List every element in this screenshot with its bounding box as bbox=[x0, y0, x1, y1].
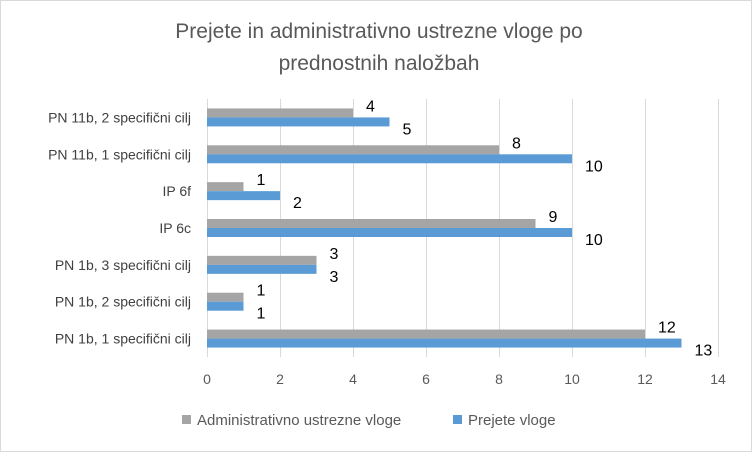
category-label: PN 11b, 2 specifični cilj bbox=[48, 109, 191, 125]
bar-administrativno-ustrezne bbox=[207, 255, 317, 265]
bar-prejete bbox=[207, 338, 682, 348]
data-label: 5 bbox=[403, 121, 412, 138]
x-tick-label: 2 bbox=[276, 371, 284, 387]
data-label: 10 bbox=[585, 158, 603, 175]
data-label: 3 bbox=[330, 246, 339, 263]
bar-administrativno-ustrezne bbox=[207, 182, 244, 192]
data-label: 12 bbox=[658, 320, 676, 337]
bar-prejete bbox=[207, 117, 390, 127]
bar-administrativno-ustrezne bbox=[207, 108, 353, 118]
data-label: 13 bbox=[695, 343, 713, 360]
x-tick-label: 0 bbox=[203, 371, 211, 387]
bar-administrativno-ustrezne bbox=[207, 292, 244, 302]
x-tick-label: 8 bbox=[495, 371, 503, 387]
category-label: PN 1b, 3 specifični cilj bbox=[55, 257, 191, 273]
chart-title-line-1: Prejete in administrativno ustrezne vlog… bbox=[175, 20, 582, 43]
bar-prejete bbox=[207, 228, 572, 237]
data-label: 2 bbox=[293, 195, 302, 212]
bar-administrativno-ustrezne bbox=[207, 145, 499, 155]
legend-swatch bbox=[453, 415, 462, 424]
data-label: 8 bbox=[512, 135, 521, 152]
x-tick-label: 10 bbox=[564, 371, 580, 387]
bar-administrativno-ustrezne bbox=[207, 219, 536, 228]
data-label: 10 bbox=[585, 232, 603, 249]
data-label: 9 bbox=[549, 209, 558, 226]
bar-prejete bbox=[207, 191, 280, 201]
category-label: PN 11b, 1 specifični cilj bbox=[48, 146, 191, 162]
x-tick-label: 12 bbox=[637, 371, 653, 387]
category-label: IP 6c bbox=[159, 220, 191, 236]
bar-prejete bbox=[207, 154, 572, 164]
data-label: 1 bbox=[257, 306, 266, 323]
x-tick-label: 4 bbox=[349, 371, 357, 387]
bar-prejete bbox=[207, 301, 244, 311]
legend-label: Prejete vloge bbox=[468, 412, 556, 429]
legend-label: Administrativno ustrezne vloge bbox=[197, 412, 401, 429]
legend-swatch bbox=[182, 415, 191, 424]
data-label: 4 bbox=[366, 98, 375, 115]
category-label: PN 1b, 2 specifični cilj bbox=[55, 294, 191, 310]
bar-administrativno-ustrezne bbox=[207, 329, 645, 339]
data-label: 1 bbox=[257, 172, 266, 189]
chart-title-line-2: prednostnih naložbah bbox=[279, 52, 480, 75]
data-label: 3 bbox=[330, 269, 339, 286]
x-tick-label: 14 bbox=[710, 371, 726, 387]
x-tick-label: 6 bbox=[422, 371, 430, 387]
category-label: PN 1b, 1 specifični cilj bbox=[55, 331, 191, 347]
data-label: 1 bbox=[257, 283, 266, 300]
category-label: IP 6f bbox=[162, 183, 191, 199]
bar-prejete bbox=[207, 264, 317, 274]
